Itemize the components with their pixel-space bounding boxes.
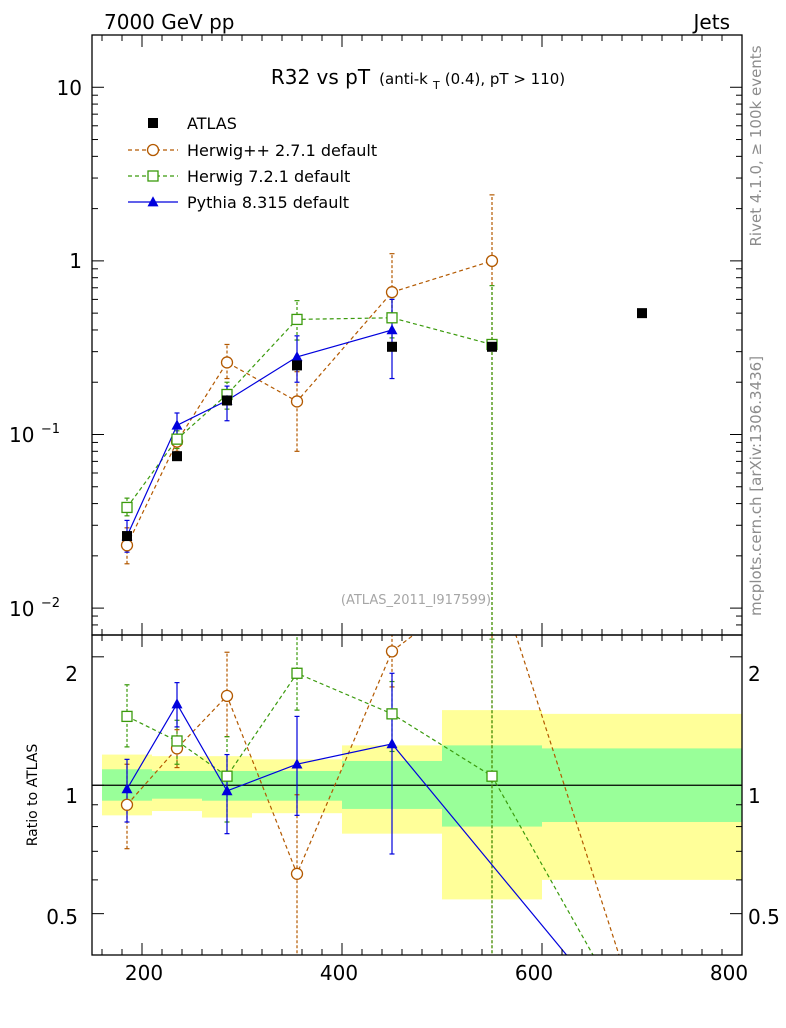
- ratio-point-herwig7: [386, 708, 398, 720]
- legend-marker-herwig7: [147, 170, 159, 182]
- main-point-pythia: [291, 351, 303, 362]
- main-point-atlas: [637, 308, 647, 319]
- main-point-herwig7: [171, 433, 183, 445]
- main-point-herwig7: [291, 313, 303, 326]
- main-point-herwigpp: [290, 395, 304, 408]
- ratio-point-herwig7: [221, 770, 233, 782]
- main-point-atlas: [222, 395, 232, 406]
- ratio-ytick-left-2: 2: [65, 662, 78, 686]
- ratio-extend-herwigpp: [515, 635, 620, 955]
- main-point-pythia: [386, 324, 398, 335]
- legend-marker-herwigpp: [146, 143, 160, 157]
- ratio-extend-pythia: [391, 743, 568, 955]
- main-point-atlas: [387, 341, 397, 352]
- xtick-label-800: 800: [710, 961, 748, 985]
- axes: [91, 34, 743, 956]
- chart-title: R32 vs pT (anti-k T (0.4), pT > 110): [271, 65, 565, 93]
- main-line-herwigpp: [126, 260, 493, 546]
- legend-markers: [128, 118, 178, 207]
- ratio-bands: [102, 710, 742, 900]
- ytick-label-10: 10: [57, 76, 82, 100]
- legend-label-atlas: ATLAS: [187, 114, 237, 133]
- ratio-point-herwigpp: [290, 867, 304, 880]
- ratio-point-herwig7: [291, 667, 303, 679]
- legend-marker-pythia: [147, 196, 159, 207]
- ratio-point-herwig7: [121, 710, 133, 723]
- main-point-atlas: [487, 341, 497, 352]
- legend: ATLAS Herwig++ 2.7.1 default Herwig 7.2.…: [187, 114, 377, 212]
- ratio-extend-herwig7: [491, 775, 594, 955]
- legend-marker-atlas: [148, 118, 158, 128]
- main-point-atlas: [172, 451, 182, 462]
- main-point-herwigpp: [220, 356, 234, 369]
- ratio-point-herwigpp: [385, 645, 399, 658]
- main-line-herwig7: [126, 317, 493, 508]
- ratio-ytick-left-1: 1: [65, 784, 78, 808]
- ytick-label-0p1: 10 −1: [9, 422, 60, 447]
- ytick-0p01-exp: −2: [41, 596, 60, 611]
- main-point-herwig7: [386, 312, 398, 324]
- ratio-ytick-right-0p5: 0.5: [748, 905, 780, 929]
- ratio-point-pythia: [121, 783, 133, 794]
- main-point-herwigpp: [120, 539, 134, 552]
- ratio-point-pythia: [221, 785, 233, 796]
- ratio-point-pythia: [171, 698, 183, 709]
- ratio-point-herwig7: [171, 735, 183, 747]
- main-point-atlas: [292, 360, 302, 371]
- title-sub: (anti-k: [379, 70, 428, 88]
- title-sub-index: T: [432, 79, 440, 92]
- ratio-point-pythia: [386, 738, 398, 749]
- xtick-label-200: 200: [125, 961, 163, 985]
- xtick-label-400: 400: [320, 961, 358, 985]
- title-main: R32 vs pT: [271, 65, 371, 89]
- header-left: 7000 GeV pp: [104, 10, 235, 34]
- ratio-ytick-right-1: 1: [748, 784, 761, 808]
- main-point-herwig7: [121, 501, 133, 514]
- mcplots-label: mcplots.cern.ch [arXiv:1306.3436]: [747, 356, 765, 616]
- ytick-0p1-exp: −1: [41, 422, 60, 437]
- ytick-0p1-base: 10: [9, 423, 34, 447]
- main-point-atlas: [122, 531, 132, 542]
- main-point-pythia: [171, 419, 183, 430]
- title-sub-rest: (0.4), pT > 110): [445, 70, 565, 88]
- ratio-point-herwigpp: [120, 798, 134, 811]
- ratio-series: [92, 635, 742, 955]
- ratio-point-herwig7: [486, 770, 498, 782]
- ratio-ylabel: Ratio to ATLAS: [25, 744, 41, 847]
- rivet-label: Rivet 4.1.0, ≥ 100k events: [747, 45, 765, 246]
- ratio-frame: [91, 634, 743, 956]
- header-right: Jets: [692, 10, 730, 34]
- ratio-point-pythia: [291, 758, 303, 769]
- legend-label-herwig7: Herwig 7.2.1 default: [187, 167, 350, 186]
- main-line-pythia: [126, 329, 393, 537]
- ytick-label-1: 1: [69, 249, 82, 273]
- main-series: [120, 194, 647, 635]
- ratio-ytick-right-2: 2: [748, 662, 761, 686]
- analysis-id: (ATLAS_2011_I917599): [341, 593, 491, 608]
- ytick-label-0p01: 10 −2: [9, 596, 60, 621]
- main-point-herwigpp: [385, 286, 399, 299]
- xtick-label-600: 600: [515, 961, 553, 985]
- ytick-0p01-base: 10: [9, 597, 34, 621]
- ratio-point-herwigpp: [220, 689, 234, 703]
- legend-label-pythia: Pythia 8.315 default: [187, 193, 349, 212]
- ratio-line-herwig7: [126, 672, 493, 778]
- main-point-herwigpp: [485, 254, 499, 268]
- legend-label-herwigpp: Herwig++ 2.7.1 default: [187, 141, 377, 160]
- ratio-ytick-left-0p5: 0.5: [46, 905, 78, 929]
